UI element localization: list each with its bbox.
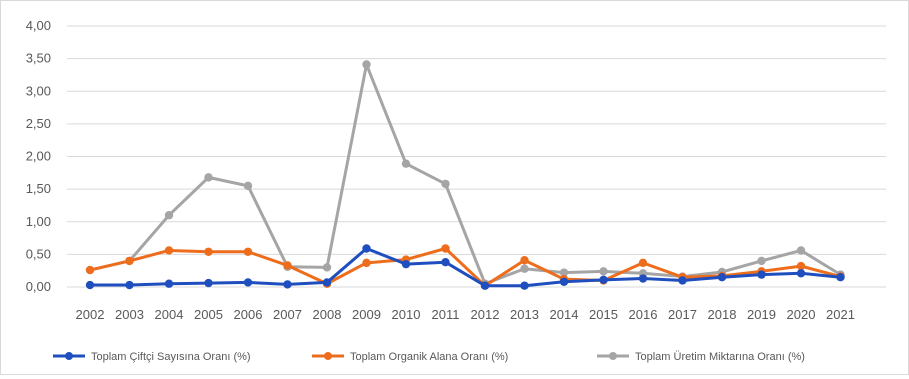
- y-tick-label: 1,00: [26, 214, 51, 229]
- legend-marker: [324, 352, 332, 360]
- data-point: [836, 273, 845, 282]
- data-point: [599, 267, 608, 276]
- data-point: [796, 246, 806, 255]
- data-point: [757, 256, 766, 266]
- data-point: [520, 256, 529, 265]
- data-point: [559, 277, 569, 286]
- data-point: [441, 244, 450, 253]
- y-tick-label: 3,00: [26, 83, 51, 98]
- legend-marker: [65, 352, 73, 360]
- data-point: [717, 273, 727, 282]
- data-point: [559, 268, 569, 277]
- y-tick-label: 1,50: [26, 181, 51, 196]
- data-point: [322, 278, 332, 287]
- x-tick-label: 2013: [510, 307, 539, 322]
- data-point: [125, 256, 134, 266]
- series-1: [85, 244, 845, 290]
- data-point: [638, 274, 648, 283]
- x-axis-tick-labels: 2002 2003 2004 2005 2006 2007 2008 2009 2010 2011…: [76, 307, 855, 322]
- data-point: [243, 278, 253, 287]
- series-2: [85, 244, 845, 290]
- x-tick-label: 2009: [352, 307, 381, 322]
- x-tick-label: 2015: [589, 307, 618, 322]
- x-tick-label: 2014: [550, 307, 579, 322]
- legend-item: Toplam Üretim Miktarına Oranı (%): [597, 351, 805, 363]
- x-tick-label: 2016: [629, 307, 658, 322]
- data-point: [520, 264, 529, 273]
- series-line: [90, 247, 841, 288]
- y-tick-label: 0,00: [26, 279, 51, 294]
- legend: Toplam Çiftçi Sayısına Oranı (%) Toplam O…: [53, 351, 805, 363]
- data-point: [164, 246, 174, 255]
- series-lines: [85, 60, 845, 290]
- data-point: [796, 261, 806, 271]
- x-tick-label: 2003: [115, 307, 144, 322]
- series-line: [89, 247, 841, 288]
- data-point: [204, 173, 213, 182]
- data-point: [204, 247, 213, 256]
- gridlines: [67, 25, 886, 288]
- x-tick-label: 2018: [708, 307, 737, 322]
- data-point: [401, 259, 411, 269]
- x-tick-label: 2006: [234, 307, 263, 322]
- data-point: [283, 261, 292, 270]
- data-point: [362, 60, 371, 69]
- data-point: [441, 258, 450, 267]
- data-point: [322, 263, 332, 272]
- x-tick-label: 2017: [668, 307, 697, 322]
- legend-item: Toplam Çiftçi Sayısına Oranı (%): [53, 351, 251, 363]
- y-tick-label: 2,50: [26, 116, 51, 131]
- y-axis-tick-labels: 0,00 0,50 1,00 1,50 2,00 2,50 3,00 3,50 4,00: [26, 18, 51, 294]
- y-tick-label: 2,00: [26, 149, 51, 164]
- data-point: [164, 211, 174, 220]
- data-point: [243, 181, 253, 191]
- data-point: [757, 270, 766, 279]
- data-point: [638, 258, 648, 268]
- y-tick-label: 0,50: [26, 246, 51, 261]
- data-point: [401, 159, 411, 168]
- data-point: [204, 278, 213, 288]
- data-point: [362, 258, 371, 268]
- x-tick-label: 2010: [392, 307, 421, 322]
- data-point: [678, 276, 687, 285]
- data-point: [125, 280, 134, 290]
- data-point: [85, 280, 95, 290]
- legend-item: Toplam Organik Alana Oranı (%): [312, 351, 508, 363]
- x-tick-label: 2002: [76, 307, 105, 322]
- x-tick-label: 2004: [155, 307, 184, 322]
- series-3: [85, 60, 845, 288]
- x-tick-label: 2005: [194, 307, 223, 322]
- legend-label: Toplam Üretim Miktarına Oranı (%): [635, 351, 805, 363]
- legend-label: Toplam Organik Alana Oranı (%): [350, 351, 508, 363]
- x-tick-label: 2021: [826, 307, 855, 322]
- data-point: [164, 279, 174, 288]
- legend-label: Toplam Çiftçi Sayısına Oranı (%): [91, 351, 251, 363]
- data-point: [520, 281, 529, 290]
- data-point: [599, 275, 608, 285]
- data-point: [796, 269, 806, 278]
- x-tick-label: 2007: [273, 307, 302, 322]
- legend-marker: [609, 352, 617, 360]
- x-tick-label: 2011: [432, 307, 460, 322]
- y-tick-label: 4,00: [26, 18, 51, 33]
- series-line: [89, 62, 842, 286]
- x-tick-label: 2020: [787, 307, 816, 322]
- x-tick-label: 2008: [313, 307, 342, 322]
- x-tick-label: 2012: [471, 307, 500, 322]
- data-point: [480, 281, 490, 290]
- data-point: [243, 247, 253, 256]
- data-point: [85, 265, 95, 275]
- data-point: [441, 179, 450, 189]
- data-point: [283, 280, 292, 289]
- x-tick-label: 2019: [747, 307, 776, 322]
- data-point: [362, 244, 371, 253]
- y-tick-label: 3,50: [26, 51, 51, 66]
